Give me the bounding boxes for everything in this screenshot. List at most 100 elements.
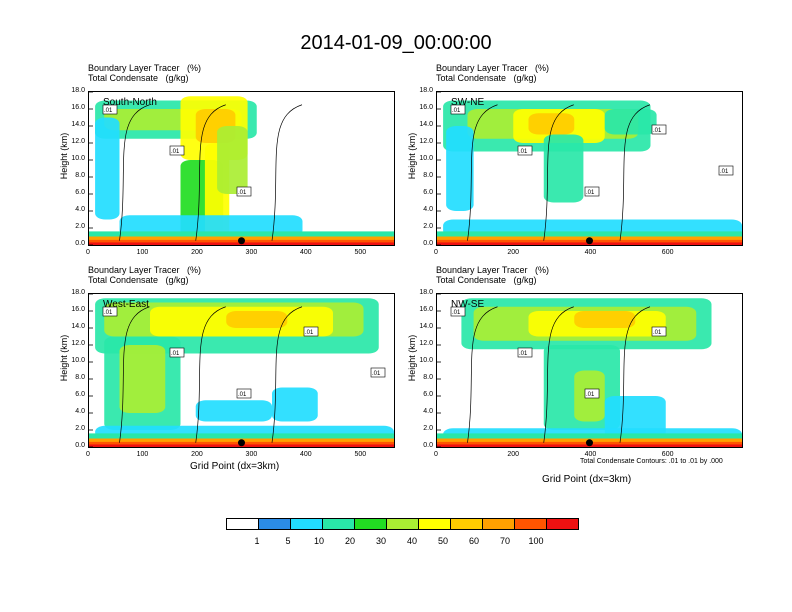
colorbar-legend: 1 5 10 20 30 40 50 60 70 100: [226, 518, 579, 546]
heatmap-svg: .01 .01 .01 .01 .01: [89, 294, 394, 447]
condensate-contour: [467, 306, 498, 443]
contour-label-box: [584, 186, 600, 197]
contour-label: .01: [238, 190, 247, 196]
tracer-band: [119, 345, 166, 413]
colorbar-label: 70: [499, 536, 510, 546]
contour-label: .01: [305, 330, 314, 336]
condensate-contour: [619, 306, 651, 443]
colorbar-label: 100: [528, 536, 544, 546]
colorbar-label: 30: [375, 536, 386, 546]
chart-panel-sw-ne: Boundary Layer Tracer (%) Total Condensat…: [407, 63, 746, 271]
tracer-band: [95, 117, 120, 220]
contour-label-box: [236, 186, 252, 197]
contour-label: .01: [653, 330, 662, 336]
colorbar-label: 20: [344, 536, 355, 546]
y-tick-label: 10.0: [419, 357, 433, 364]
contour-label-box: [169, 347, 185, 358]
y-tick-label: 10.0: [71, 155, 85, 162]
x-tick-label: 600: [661, 249, 674, 256]
y-tick-label: 4.0: [75, 408, 85, 415]
tracer-band: [574, 311, 636, 328]
colorbar-swatch: [258, 518, 290, 530]
contour-label-box: [450, 104, 466, 115]
plot-area: .01 .01 .01 .01 .01: [436, 91, 743, 246]
colorbar-swatch: [514, 518, 546, 530]
colorbar-swatch: [354, 518, 386, 530]
panel-label: West-East: [103, 299, 149, 310]
y-tick-label: 10.0: [419, 155, 433, 162]
colorbar-swatch: [386, 518, 418, 530]
y-tick-label: 12.0: [419, 138, 433, 145]
chart-title: 2014-01-09_00:00:00: [300, 32, 492, 54]
panel-subtitle-tracer: Boundary Layer Tracer (%): [436, 265, 550, 275]
chart-panel-west-east: Boundary Layer Tracer (%) Total Condensat…: [59, 265, 398, 473]
x-tick-label: 0: [86, 451, 90, 458]
x-tick-label: 400: [584, 451, 597, 458]
x-tick-label: 300: [245, 249, 258, 256]
heatmap-svg: .01 .01 .01: [89, 92, 394, 245]
y-tick-label: 8.0: [423, 172, 433, 179]
colorbar-swatch: [290, 518, 322, 530]
contour-label: .01: [452, 108, 461, 114]
x-tick-label: 200: [507, 249, 520, 256]
panel-subtitle-condensate: Total Condensate (g/kg): [436, 73, 537, 83]
contour-label: .01: [586, 190, 595, 196]
y-tick-label: 12.0: [71, 340, 85, 347]
tracer-band: [226, 311, 288, 328]
colorbar-label: 1: [254, 536, 260, 546]
y-tick-label: 2.0: [75, 223, 85, 230]
x-tick-label: 500: [354, 451, 367, 458]
panel-subtitle-tracer: Boundary Layer Tracer (%): [88, 265, 202, 275]
tracer-band: [272, 387, 318, 422]
contour-label-box: [169, 145, 185, 156]
y-tick-label: 18.0: [419, 87, 433, 94]
x-tick-label: 0: [434, 451, 438, 458]
colorbar-swatch: [322, 518, 354, 530]
panel-label: SW-NE: [451, 97, 485, 108]
y-tick-label: 0.0: [75, 442, 85, 449]
contour-label: .01: [586, 392, 595, 398]
x-tick-label: 600: [661, 451, 674, 458]
contour-label-box: [651, 124, 667, 135]
y-tick-label: 2.0: [423, 425, 433, 432]
condensate-contour: [119, 104, 150, 241]
x-tick-label: 200: [191, 451, 203, 458]
y-tick-label: 8.0: [75, 374, 85, 381]
x-axis-label-right: Grid Point (dx=3km): [542, 474, 632, 485]
contour-label: .01: [519, 149, 528, 155]
surface-layer: [89, 433, 394, 440]
colorbar-swatch: [226, 518, 258, 530]
contour-label: .01: [720, 169, 729, 175]
panel-subtitle-condensate: Total Condensate (g/kg): [88, 73, 189, 83]
y-tick-label: 8.0: [75, 172, 85, 179]
contour-label-box: [651, 326, 667, 337]
panel-subtitle-condensate: Total Condensate (g/kg): [436, 275, 537, 285]
colorbar-swatch: [546, 518, 579, 530]
x-tick-label: 400: [300, 451, 312, 458]
plot-area: .01 .01 .01 .01 .01: [88, 293, 395, 448]
x-tick-label: 200: [191, 249, 203, 256]
y-tick-label: 0.0: [423, 240, 433, 247]
surface-layer: [437, 433, 742, 440]
y-tick-label: 6.0: [75, 189, 85, 196]
contour-label: .01: [104, 108, 113, 114]
y-tick-label: 14.0: [71, 121, 85, 128]
contour-label: .01: [171, 351, 180, 357]
x-tick-label: 400: [300, 249, 312, 256]
y-tick-label: 16.0: [419, 104, 433, 111]
y-tick-label: 14.0: [419, 121, 433, 128]
heatmap-svg: .01 .01 .01 .01: [437, 294, 742, 447]
panel-subtitle-tracer: Boundary Layer Tracer (%): [88, 63, 202, 73]
contour-label-box: [102, 104, 118, 115]
x-tick-label: 500: [354, 249, 367, 256]
tracer-band: [543, 134, 584, 203]
contour-label-box: [584, 388, 600, 399]
x-tick-label: 100: [136, 249, 149, 256]
tracer-band: [446, 126, 474, 211]
location-marker: [586, 439, 593, 447]
y-tick-label: 4.0: [75, 206, 85, 213]
panel-label: NW-SE: [451, 299, 485, 310]
y-tick-label: 6.0: [423, 189, 433, 196]
contour-note: Total Condensate Contours: .01 to .01 by…: [580, 458, 723, 465]
contour-label: .01: [519, 351, 528, 357]
